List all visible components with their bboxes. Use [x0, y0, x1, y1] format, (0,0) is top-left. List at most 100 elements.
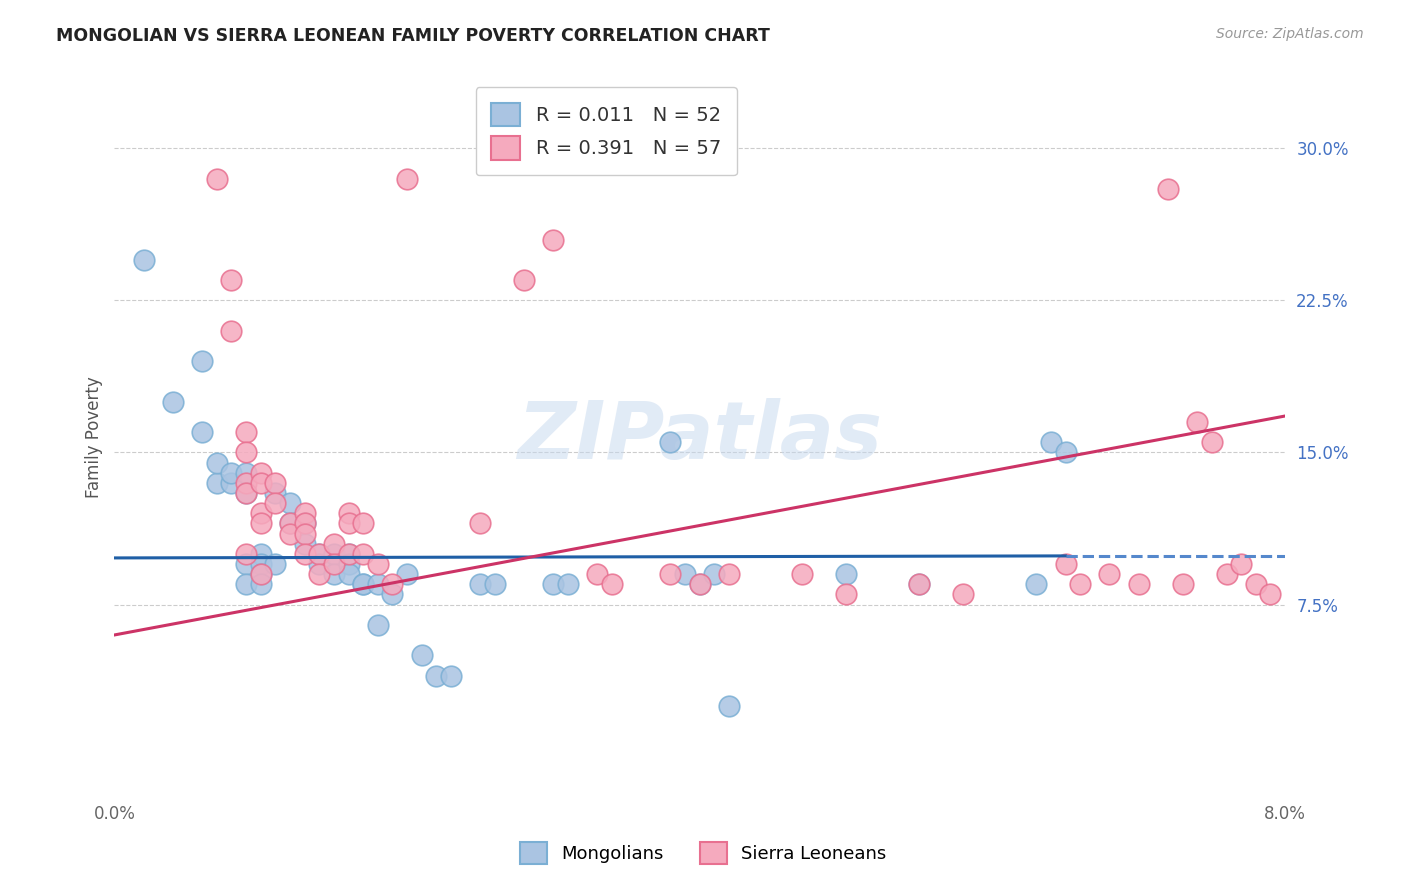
- Point: [440, 668, 463, 682]
- Point: [718, 698, 741, 713]
- Point: [543, 233, 565, 247]
- Point: [367, 557, 389, 571]
- Point: [294, 506, 316, 520]
- Point: [221, 324, 243, 338]
- Point: [132, 252, 155, 267]
- Point: [908, 577, 931, 591]
- Point: [689, 577, 711, 591]
- Point: [221, 475, 243, 490]
- Point: [264, 557, 287, 571]
- Point: [308, 547, 330, 561]
- Point: [249, 567, 271, 582]
- Point: [322, 567, 344, 582]
- Legend: Mongolians, Sierra Leoneans: Mongolians, Sierra Leoneans: [505, 828, 901, 879]
- Point: [543, 577, 565, 591]
- Point: [235, 425, 257, 440]
- Point: [235, 475, 257, 490]
- Point: [1069, 577, 1091, 591]
- Point: [396, 171, 419, 186]
- Point: [396, 567, 419, 582]
- Legend: R = 0.011   N = 52, R = 0.391   N = 57: R = 0.011 N = 52, R = 0.391 N = 57: [475, 87, 737, 176]
- Point: [249, 547, 271, 561]
- Point: [205, 456, 228, 470]
- Point: [1157, 182, 1180, 196]
- Point: [1260, 587, 1282, 601]
- Point: [470, 577, 492, 591]
- Point: [337, 506, 360, 520]
- Point: [381, 577, 404, 591]
- Point: [484, 577, 506, 591]
- Point: [221, 466, 243, 480]
- Point: [235, 577, 257, 591]
- Point: [294, 526, 316, 541]
- Point: [908, 577, 931, 591]
- Point: [249, 466, 271, 480]
- Point: [425, 668, 447, 682]
- Point: [322, 547, 344, 561]
- Point: [1244, 577, 1267, 591]
- Point: [308, 567, 330, 582]
- Text: MONGOLIAN VS SIERRA LEONEAN FAMILY POVERTY CORRELATION CHART: MONGOLIAN VS SIERRA LEONEAN FAMILY POVER…: [56, 27, 770, 45]
- Point: [235, 486, 257, 500]
- Point: [703, 567, 725, 582]
- Point: [352, 516, 374, 531]
- Point: [352, 577, 374, 591]
- Point: [1025, 577, 1047, 591]
- Point: [294, 537, 316, 551]
- Point: [352, 547, 374, 561]
- Point: [191, 354, 214, 368]
- Point: [337, 557, 360, 571]
- Point: [411, 648, 433, 663]
- Point: [235, 445, 257, 459]
- Point: [264, 496, 287, 510]
- Point: [308, 557, 330, 571]
- Point: [1128, 577, 1150, 591]
- Point: [294, 547, 316, 561]
- Point: [249, 557, 271, 571]
- Point: [352, 577, 374, 591]
- Point: [792, 567, 814, 582]
- Point: [1054, 445, 1077, 459]
- Point: [249, 506, 271, 520]
- Point: [249, 577, 271, 591]
- Point: [235, 557, 257, 571]
- Point: [1054, 557, 1077, 571]
- Point: [337, 516, 360, 531]
- Point: [718, 567, 741, 582]
- Point: [659, 567, 682, 582]
- Point: [1098, 567, 1121, 582]
- Point: [1171, 577, 1194, 591]
- Point: [308, 547, 330, 561]
- Point: [205, 475, 228, 490]
- Text: Source: ZipAtlas.com: Source: ZipAtlas.com: [1216, 27, 1364, 41]
- Point: [249, 516, 271, 531]
- Point: [1039, 435, 1062, 450]
- Point: [337, 547, 360, 561]
- Point: [367, 577, 389, 591]
- Point: [322, 537, 344, 551]
- Point: [249, 567, 271, 582]
- Point: [1187, 415, 1209, 429]
- Point: [294, 516, 316, 531]
- Point: [264, 486, 287, 500]
- Point: [952, 587, 974, 601]
- Point: [337, 547, 360, 561]
- Point: [367, 617, 389, 632]
- Point: [381, 587, 404, 601]
- Point: [264, 475, 287, 490]
- Point: [278, 516, 301, 531]
- Point: [659, 435, 682, 450]
- Point: [1230, 557, 1253, 571]
- Point: [235, 486, 257, 500]
- Point: [221, 273, 243, 287]
- Point: [249, 475, 271, 490]
- Point: [278, 526, 301, 541]
- Point: [470, 516, 492, 531]
- Y-axis label: Family Poverty: Family Poverty: [86, 376, 103, 498]
- Point: [600, 577, 623, 591]
- Point: [835, 567, 858, 582]
- Point: [278, 496, 301, 510]
- Point: [294, 516, 316, 531]
- Point: [513, 273, 536, 287]
- Point: [835, 587, 858, 601]
